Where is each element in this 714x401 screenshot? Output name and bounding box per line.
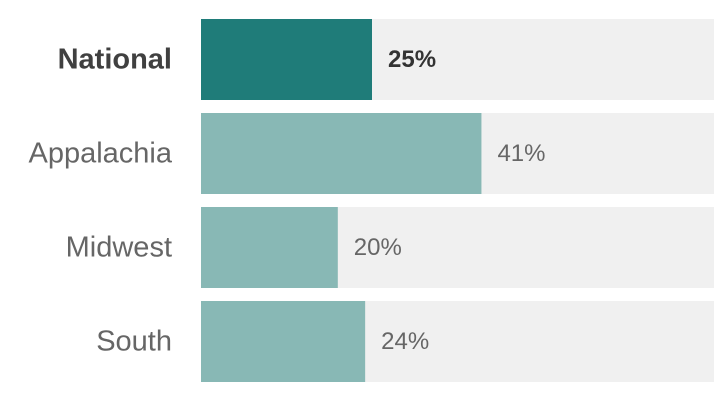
- category-label-south: South: [96, 326, 172, 358]
- bar-south: [201, 301, 366, 382]
- category-label-appalachia: Appalachia: [29, 138, 173, 170]
- value-label-national: 25%: [388, 46, 436, 73]
- category-label-midwest: Midwest: [66, 232, 172, 264]
- value-label-midwest: 20%: [354, 234, 402, 261]
- bar-midwest: [201, 207, 338, 288]
- category-label-national: National: [58, 44, 172, 76]
- value-label-south: 24%: [381, 328, 429, 355]
- bar-national: [201, 19, 372, 100]
- bar-appalachia: [201, 113, 482, 194]
- value-label-appalachia: 41%: [497, 140, 545, 167]
